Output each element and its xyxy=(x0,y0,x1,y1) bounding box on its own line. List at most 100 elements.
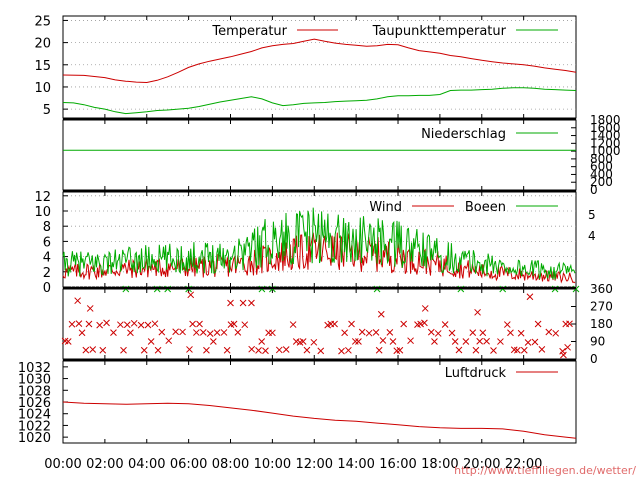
y-tick-label: 5 xyxy=(43,103,51,118)
wind-right-label: 4 xyxy=(588,229,596,243)
direction-marker xyxy=(165,337,173,345)
direction-marker xyxy=(317,347,325,355)
y-tick-label: 600 xyxy=(590,160,613,174)
x-tick-label: 16:00 xyxy=(379,457,416,472)
y-tick-label: 1400 xyxy=(590,129,621,143)
direction-marker xyxy=(130,319,138,327)
y-tick-label: 2 xyxy=(43,266,51,281)
wind-direction-panel: 0 90 180 270 360 xyxy=(61,282,613,366)
direction-marker xyxy=(520,346,528,354)
direction-marker xyxy=(213,329,221,336)
direction-marker xyxy=(517,329,525,337)
y-tick-label: 1026 xyxy=(18,396,51,411)
x-tick-label: 10:00 xyxy=(254,457,291,472)
direction-marker xyxy=(524,339,532,346)
direction-marker xyxy=(203,346,210,354)
direction-marker xyxy=(123,321,131,329)
x-tick-label: 06:00 xyxy=(170,457,207,472)
direction-marker xyxy=(289,321,297,328)
direction-marker xyxy=(189,320,196,328)
direction-marker xyxy=(209,338,217,345)
direction-marker xyxy=(299,338,307,345)
direction-marker xyxy=(220,329,228,336)
direction-marker xyxy=(99,346,107,354)
direction-marker xyxy=(230,320,238,328)
direction-marker xyxy=(120,346,127,354)
direction-marker xyxy=(389,338,397,345)
y-tick-label: 0 xyxy=(590,352,598,366)
direction-marker xyxy=(469,329,477,337)
direction-marker xyxy=(193,329,200,336)
direction-marker xyxy=(282,346,290,353)
direction-marker xyxy=(455,346,463,354)
direction-marker xyxy=(127,329,134,337)
y-tick-label: 1000 xyxy=(590,144,621,158)
x-tick-label: 04:00 xyxy=(128,457,165,472)
y-tick-label: 12 xyxy=(34,190,51,205)
y-tick-label: 1022 xyxy=(18,419,51,434)
x-tick-label: 12:00 xyxy=(296,457,333,472)
direction-marker xyxy=(474,308,481,316)
direction-marker xyxy=(386,329,394,336)
direction-marker xyxy=(531,338,539,346)
direction-marker xyxy=(431,338,438,345)
y-tick-label: 0 xyxy=(43,281,51,296)
direction-marker xyxy=(552,329,560,337)
direction-marker xyxy=(239,299,247,307)
direction-marker xyxy=(526,293,534,301)
y-tick-label: 1600 xyxy=(590,121,621,135)
direction-marker xyxy=(196,320,203,328)
y-tick-label: 200 xyxy=(590,175,613,189)
direction-marker xyxy=(427,328,435,336)
direction-marker xyxy=(483,337,490,345)
y-tick-label: 270 xyxy=(590,300,613,314)
y-tick-label: 0 xyxy=(590,183,598,197)
direction-marker xyxy=(497,338,504,345)
direction-marker xyxy=(564,343,571,351)
direction-marker xyxy=(514,346,521,354)
direction-marker xyxy=(451,338,459,345)
x-tick-label: 18:00 xyxy=(421,457,458,472)
direction-marker xyxy=(407,337,414,345)
source-url: http://www.tiefflliegen.de/wetter/ xyxy=(454,464,636,477)
y-tick-label: 90 xyxy=(590,335,605,349)
direction-marker xyxy=(103,319,110,327)
direction-marker xyxy=(172,328,180,336)
x-tick-label: 00:00 xyxy=(44,457,81,472)
y-tick-label: 1024 xyxy=(18,408,51,423)
direction-marker xyxy=(421,319,428,327)
direction-marker xyxy=(379,337,387,344)
direction-marker xyxy=(355,338,362,345)
x-tick-label: 08:00 xyxy=(212,457,249,472)
direction-marker xyxy=(375,346,383,354)
y-tick-label: 8 xyxy=(43,220,51,235)
series-line-taupunkttemperatur xyxy=(62,87,577,115)
legend-label: Wind xyxy=(369,200,402,215)
x-axis: 00:00 02:00 04:00 06:00 08:00 10:00 12:00 14:00… xyxy=(44,457,542,472)
y-tick-label: 1200 xyxy=(590,136,621,150)
direction-marker xyxy=(462,338,470,345)
direction-marker xyxy=(441,321,449,328)
legend-label: Temperatur xyxy=(211,24,287,39)
direction-marker xyxy=(348,320,355,328)
direction-marker xyxy=(345,346,352,354)
direction-marker xyxy=(74,297,82,305)
direction-marker xyxy=(358,328,366,336)
direction-marker xyxy=(96,321,103,329)
direction-marker xyxy=(151,320,159,328)
direction-marker xyxy=(421,305,429,312)
direction-marker xyxy=(476,337,484,345)
direction-marker xyxy=(331,320,338,328)
direction-marker xyxy=(503,321,511,328)
direction-marker xyxy=(507,329,514,337)
direction-marker xyxy=(248,345,256,353)
y-tick-label: 800 xyxy=(590,152,613,166)
direction-marker xyxy=(377,310,385,318)
direction-marker xyxy=(472,346,480,354)
direction-marker xyxy=(137,321,145,329)
direction-marker xyxy=(147,338,155,345)
y-tick-label: 25 xyxy=(34,14,51,29)
direction-marker xyxy=(479,329,487,337)
